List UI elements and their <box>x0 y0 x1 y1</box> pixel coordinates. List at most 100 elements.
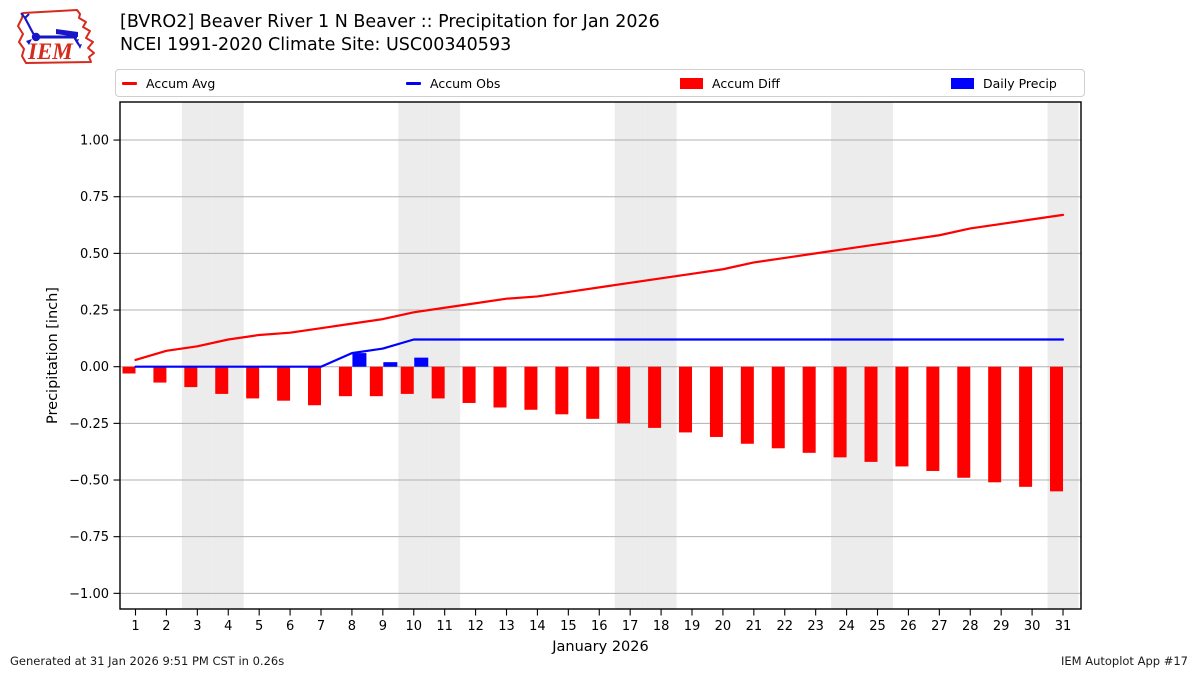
accum-diff-bar-day-8 <box>338 366 352 397</box>
x-tick-label: 3 <box>193 619 201 634</box>
x-tick-label: 25 <box>869 619 886 634</box>
y-tick-label: 0.50 <box>80 247 109 262</box>
accum-diff-bar-day-30 <box>1019 366 1033 487</box>
accum-diff-bar-day-3 <box>184 366 198 388</box>
accum-diff-bar-day-26 <box>895 366 909 467</box>
x-tick-label: 20 <box>715 619 732 634</box>
x-tick-label: 31 <box>1055 619 1072 634</box>
legend-item-daily-precip: Daily Precip <box>951 70 1057 96</box>
accum-avg-line-swatch <box>122 81 137 85</box>
accum-diff-bar-day-31 <box>1050 366 1064 492</box>
accum-diff-bars <box>122 366 1064 492</box>
accum-diff-bar-day-4 <box>215 366 229 394</box>
x-tick-label: 13 <box>498 619 515 634</box>
daily-precip-bar-day-8 <box>352 353 367 367</box>
accum-diff-bar-day-18 <box>648 366 662 428</box>
legend-label: Daily Precip <box>983 75 1057 91</box>
x-tick-label: 30 <box>1024 619 1041 634</box>
gridlines <box>120 139 1081 594</box>
x-tick-label: 6 <box>286 619 294 634</box>
daily-precip-patch-swatch <box>951 77 974 89</box>
accum-diff-bar-day-17 <box>617 366 631 424</box>
x-tick-label: 1 <box>131 619 139 634</box>
plot-border <box>119 101 1082 610</box>
accum-diff-bar-day-9 <box>369 366 383 397</box>
accum-diff-bar-day-10 <box>400 366 414 394</box>
x-axis-label: January 2026 <box>551 639 648 655</box>
x-tick-label: 5 <box>255 619 263 634</box>
app-credit: IEM Autoplot App #17 <box>1060 654 1188 668</box>
accum-diff-bar-day-24 <box>833 366 847 458</box>
accum-diff-bar-day-19 <box>679 366 693 433</box>
generated-timestamp: Generated at 31 Jan 2026 9:51 PM CST in … <box>10 654 285 668</box>
legend-item-accum-avg: Accum Avg <box>122 70 215 96</box>
y-tick-label: −0.50 <box>69 474 109 489</box>
y-tick-label: 0.75 <box>80 190 109 205</box>
legend-label: Accum Diff <box>712 75 780 91</box>
x-tick-label: 4 <box>224 619 232 634</box>
accum-diff-bar-day-16 <box>586 366 600 419</box>
page-subtitle: NCEI 1991-2020 Climate Site: USC00340593 <box>120 35 512 55</box>
accum-avg-line <box>134 213 1065 362</box>
legend-item-accum-diff: Accum Diff <box>680 70 780 96</box>
y-tick-label: 1.00 <box>80 134 109 149</box>
accum-diff-bar-day-11 <box>431 366 445 399</box>
accum-diff-bar-day-22 <box>771 366 785 449</box>
x-axis-ticks: 1 2 3 4 5 6 7 8 9 10 11 12 13 14 15 16 17 18 19 20 21 22 23 24 2… <box>131 609 1071 634</box>
x-tick-label: 17 <box>622 619 639 634</box>
accum-diff-bar-day-23 <box>802 366 816 453</box>
y-axis-label: Precipitation [inch] <box>45 287 61 424</box>
daily-precip-bar-day-9 <box>383 362 398 367</box>
x-tick-label: 27 <box>931 619 948 634</box>
x-tick-label: 23 <box>807 619 824 634</box>
accum-diff-bar-day-12 <box>462 366 476 403</box>
x-tick-label: 9 <box>379 619 387 634</box>
daily-precip-bars <box>352 353 429 367</box>
page-title: [BVRO2] Beaver River 1 N Beaver :: Preci… <box>120 12 660 32</box>
x-tick-label: 10 <box>405 619 422 634</box>
x-tick-label: 14 <box>529 619 546 634</box>
legend-label: Accum Obs <box>430 75 501 91</box>
x-tick-label: 7 <box>317 619 325 634</box>
accum-diff-bar-day-6 <box>277 366 291 401</box>
wind-vane-icon <box>20 12 82 49</box>
x-tick-label: 18 <box>653 619 670 634</box>
accum-diff-bar-day-5 <box>246 366 260 399</box>
accum-diff-bar-day-20 <box>709 366 723 437</box>
x-tick-label: 21 <box>746 619 763 634</box>
accum-diff-bar-day-14 <box>524 366 538 410</box>
accum-diff-patch-swatch <box>680 77 703 89</box>
accum-diff-bar-day-29 <box>988 366 1002 483</box>
x-tick-label: 15 <box>560 619 577 634</box>
x-tick-label: 22 <box>776 619 793 634</box>
x-tick-label: 26 <box>900 619 917 634</box>
legend-item-accum-obs: Accum Obs <box>406 70 500 96</box>
accum-diff-bar-day-28 <box>957 366 971 478</box>
x-tick-label: 16 <box>591 619 608 634</box>
accum-diff-bar-day-1 <box>122 366 136 374</box>
x-tick-label: 28 <box>962 619 979 634</box>
x-tick-label: 29 <box>993 619 1010 634</box>
accum-diff-bar-day-13 <box>493 366 507 408</box>
accum-diff-bar-day-7 <box>308 366 322 406</box>
iem-logo-text: IEM <box>27 39 74 64</box>
x-tick-label: 12 <box>467 619 484 634</box>
y-tick-label: −0.75 <box>69 530 109 545</box>
x-tick-label: 11 <box>436 619 453 634</box>
accum-diff-bar-day-15 <box>555 366 569 415</box>
y-axis-ticks: 1.00 0.75 0.50 0.25 0.00 −0.25 −0.50 −0.75 −1.00 <box>69 134 120 602</box>
accum-obs-line-swatch <box>406 81 421 85</box>
daily-precip-bar-day-10 <box>414 357 429 367</box>
iem-logo: IEM <box>17 9 95 64</box>
x-tick-label: 2 <box>162 619 170 634</box>
y-tick-label: −1.00 <box>69 587 109 602</box>
accum-diff-bar-day-25 <box>864 366 878 462</box>
chart-legend: Accum Avg Accum Obs Accum Diff Daily Pre… <box>115 69 1085 97</box>
y-tick-label: −0.25 <box>69 417 109 432</box>
x-tick-label: 19 <box>684 619 701 634</box>
y-tick-label: 0.00 <box>80 360 109 375</box>
accum-obs-line <box>134 338 1065 368</box>
